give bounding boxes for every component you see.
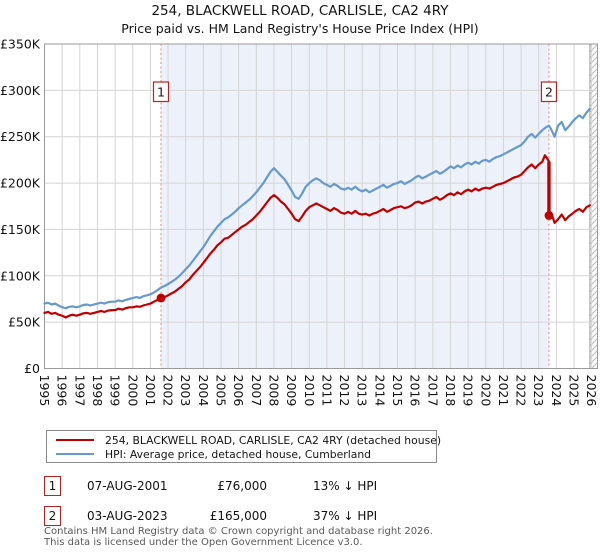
legend-item-price-paid: 254, BLACKWELL ROAD, CARLISLE, CA2 4RY (… [47, 433, 441, 447]
price-line-swatch [56, 438, 94, 442]
y-tick-label: £250K [0, 129, 41, 144]
chart-legend: 254, BLACKWELL ROAD, CARLISLE, CA2 4RY (… [46, 430, 441, 463]
y-tick-label: £50K [8, 315, 41, 330]
y-tick-label: £100K [0, 268, 41, 283]
sale-marker-label-2: 2 [545, 85, 553, 100]
page-subtitle: Price paid vs. HM Land Registry's House … [121, 21, 479, 36]
x-tick-label: 2009 [284, 375, 299, 407]
price-history-chart: 1 2 £0 £50K £100K £150K £200K £250K £300K £350K 19… [0, 37, 599, 407]
x-tick-label: 1996 [55, 375, 70, 407]
y-tick-label: £350K [0, 37, 41, 52]
x-tick-label: 2005 [214, 375, 229, 407]
sale-point-1 [156, 293, 166, 303]
legend-label-hpi: HPI: Average price, detached house, Cumb… [105, 447, 372, 461]
sale-1-date: 07-AUG-2001 [87, 479, 168, 493]
x-tick-label: 2003 [178, 375, 193, 407]
sale-1-price: £76,000 [217, 479, 267, 493]
page-title: 254, BLACKWELL ROAD, CARLISLE, CA2 4RY [151, 3, 449, 19]
x-tick-label: 2018 [443, 375, 458, 407]
x-tick-label: 2022 [514, 375, 529, 407]
x-tick-label: 2015 [390, 375, 405, 407]
sale-annotation-2: 2 03-AUG-2023 £165,000 37% ↓ HPI [0, 506, 600, 526]
x-tick-label: 2019 [461, 375, 476, 407]
plot-border [44, 43, 598, 369]
sale-2-number-box: 2 [44, 506, 61, 526]
x-tick-label: 2010 [302, 375, 317, 407]
hpi-line-swatch [56, 452, 94, 456]
x-tick-label: 2021 [496, 375, 511, 407]
x-tick-label: 2004 [196, 375, 211, 407]
x-tick-label: 2025 [567, 375, 582, 407]
x-tick-label: 2001 [143, 375, 158, 407]
x-tick-label: 2020 [478, 375, 493, 407]
x-tick-label: 1997 [72, 375, 87, 407]
x-tick-label: 2000 [125, 375, 140, 407]
between-sales-shaded-band [160, 44, 549, 369]
y-tick-label: £0 [24, 361, 40, 376]
price-paid-line [43, 154, 592, 319]
x-tick-label: 2011 [319, 375, 334, 407]
sale-1-number-box: 1 [44, 476, 61, 496]
sale-2-price: £165,000 [209, 509, 267, 523]
x-tick-label: 2024 [549, 375, 564, 407]
legend-item-hpi: HPI: Average price, detached house, Cumb… [47, 447, 436, 461]
future-hatch-region [589, 44, 598, 369]
x-tick-label: 2007 [249, 375, 264, 407]
x-tick-label: 2006 [231, 375, 246, 407]
y-tick-label: £300K [0, 83, 41, 98]
x-tick-label: 2008 [266, 375, 281, 407]
footer-copyright: Contains HM Land Registry data © Crown c… [44, 526, 433, 537]
x-tick-label: 1999 [108, 375, 123, 407]
x-tick-label: 2026 [584, 375, 599, 407]
y-tick-label: £200K [0, 176, 41, 191]
hpi-line [43, 107, 592, 310]
y-tick-label: £150K [0, 222, 41, 237]
sale-2-vs-hpi: 37% ↓ HPI [313, 509, 378, 523]
legend-label-price-paid: 254, BLACKWELL ROAD, CARLISLE, CA2 4RY (… [105, 433, 442, 447]
x-tick-label: 2002 [161, 375, 176, 407]
x-tick-label: 1995 [37, 375, 52, 407]
sale-annotation-1: 1 07-AUG-2001 £76,000 13% ↓ HPI [0, 476, 600, 496]
sale-marker-label-1: 1 [157, 85, 165, 100]
x-tick-label: 2013 [355, 375, 370, 407]
sale-2-date: 03-AUG-2023 [87, 509, 168, 523]
sale-marker-box-2 [540, 81, 558, 103]
sale-point-2 [544, 211, 554, 220]
x-tick-label: 2012 [337, 375, 352, 407]
sale-1-vs-hpi: 13% ↓ HPI [313, 479, 378, 493]
x-tick-label: 2014 [372, 375, 387, 407]
x-tick-label: 1998 [90, 375, 105, 407]
x-tick-label: 2023 [531, 375, 546, 407]
sale-marker-box-1 [152, 81, 170, 103]
x-tick-label: 2017 [425, 375, 440, 407]
x-tick-label: 2016 [408, 375, 423, 407]
footer-licence: This data is licensed under the Open Gov… [44, 537, 363, 548]
